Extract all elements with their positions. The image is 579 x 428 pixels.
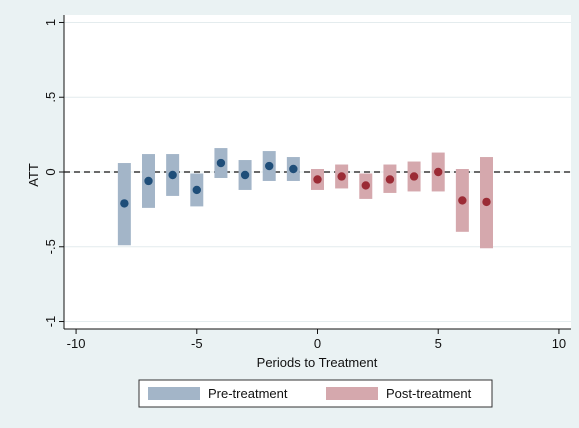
x-tick-label: 10 — [552, 336, 566, 351]
legend-swatch-post-treatment — [326, 387, 378, 400]
axis-layer: -10 -5 0 5 10 1 .5 0 -.5 -1 — [43, 15, 571, 351]
legend: Pre-treatment Post-treatment — [138, 379, 493, 408]
point-estimate-pre — [144, 176, 153, 186]
point-estimate-post — [458, 196, 467, 205]
x-tick-label: 0 — [314, 336, 321, 351]
point-estimate-pre — [192, 185, 201, 195]
point-estimate-pre — [168, 170, 177, 180]
y-tick-label: .5 — [43, 92, 58, 103]
y-tick-label: 1 — [43, 19, 58, 26]
legend-label-post-treatment: Post-treatment — [386, 386, 472, 401]
point-estimate-pre — [216, 158, 226, 168]
x-tick-label: -10 — [67, 336, 86, 351]
point-estimate-pre — [289, 164, 298, 174]
legend-label-pre-treatment: Pre-treatment — [208, 386, 288, 401]
point-estimate-post — [482, 197, 491, 207]
point-estimate-pre — [240, 170, 250, 180]
point-estimate-post — [409, 172, 419, 181]
x-axis-title: Periods to Treatment — [257, 355, 378, 370]
point-estimate-post — [337, 172, 346, 181]
x-tick-label: 5 — [435, 336, 442, 351]
point-estimate-post — [361, 181, 370, 190]
y-tick-label: -1 — [43, 316, 58, 328]
point-estimate-post — [313, 175, 322, 184]
y-tick-label: -.5 — [43, 239, 58, 254]
y-axis-title: ATT — [26, 163, 41, 187]
y-tick-label: 0 — [43, 168, 58, 175]
point-estimate-post — [434, 167, 443, 177]
point-estimate-pre — [265, 161, 274, 171]
legend-swatch-pre-treatment — [148, 387, 200, 400]
point-estimate-pre — [120, 199, 129, 208]
point-estimate-post — [385, 175, 395, 184]
point-estimate-layer — [120, 158, 491, 208]
x-tick-label: -5 — [191, 336, 203, 351]
